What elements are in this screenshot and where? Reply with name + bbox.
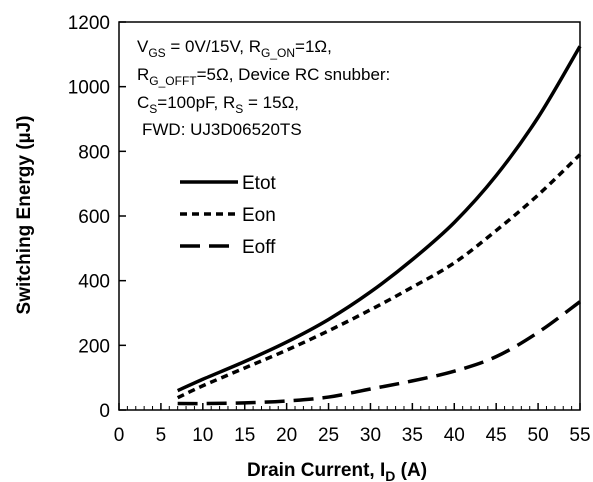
x-tick-label: 45 (486, 425, 507, 446)
x-tick-label: 0 (114, 425, 125, 446)
y-tick-label: 1200 (68, 13, 110, 34)
x-tick-label: 5 (156, 425, 167, 446)
series-line-eoff (177, 300, 582, 406)
y-tick-label: 600 (78, 207, 110, 228)
y-tick-label: 400 (78, 272, 110, 293)
x-tick-label: 15 (234, 425, 255, 446)
axes-layer: 0 5 10 15 20 25 30 35 40 45 50 55 0 200 400 600 800 1000 1… (68, 13, 591, 446)
y-tick-label: 200 (78, 336, 110, 357)
legend-label-etot: Etot (242, 173, 277, 194)
series-line-eon (176, 153, 582, 400)
y-tick-label: 800 (78, 142, 110, 163)
legend-label-eon: Eon (242, 205, 276, 226)
x-tick-label: 40 (444, 425, 465, 446)
x-tick-label: 30 (360, 425, 381, 446)
legend-label-eoff: Eoff (242, 237, 276, 258)
x-tick-label: 35 (402, 425, 423, 446)
x-tick-label: 10 (192, 425, 213, 446)
y-tick-label: 1000 (68, 78, 110, 99)
conditions-annotation: VGS = 0V/15V, RG_ON=1Ω, RG_OFFT=5Ω, Devi… (137, 37, 390, 139)
x-axis-title: Drain Current, ID (A) (247, 460, 427, 482)
legend: Etot Eon Eoff (180, 173, 277, 258)
y-tick-label: 0 (99, 401, 110, 422)
y-axis-title: Switching Energy (µJ) (14, 116, 35, 315)
x-tick-label: 55 (569, 425, 590, 446)
x-tick-label: 25 (318, 425, 339, 446)
x-tick-label: 50 (528, 425, 549, 446)
x-tick-label: 20 (276, 425, 297, 446)
annotation-line-4: FWD: UJ3D06520TS (142, 120, 302, 139)
annotation-line-2: RG_OFFT=5Ω, Device RC snubber: (137, 65, 390, 88)
series-layer (176, 45, 582, 406)
annotation-line-3: CS=100pF, RS = 15Ω, (137, 93, 299, 116)
series-line-etot (176, 45, 582, 393)
annotation-line-1: VGS = 0V/15V, RG_ON=1Ω, (137, 37, 332, 60)
